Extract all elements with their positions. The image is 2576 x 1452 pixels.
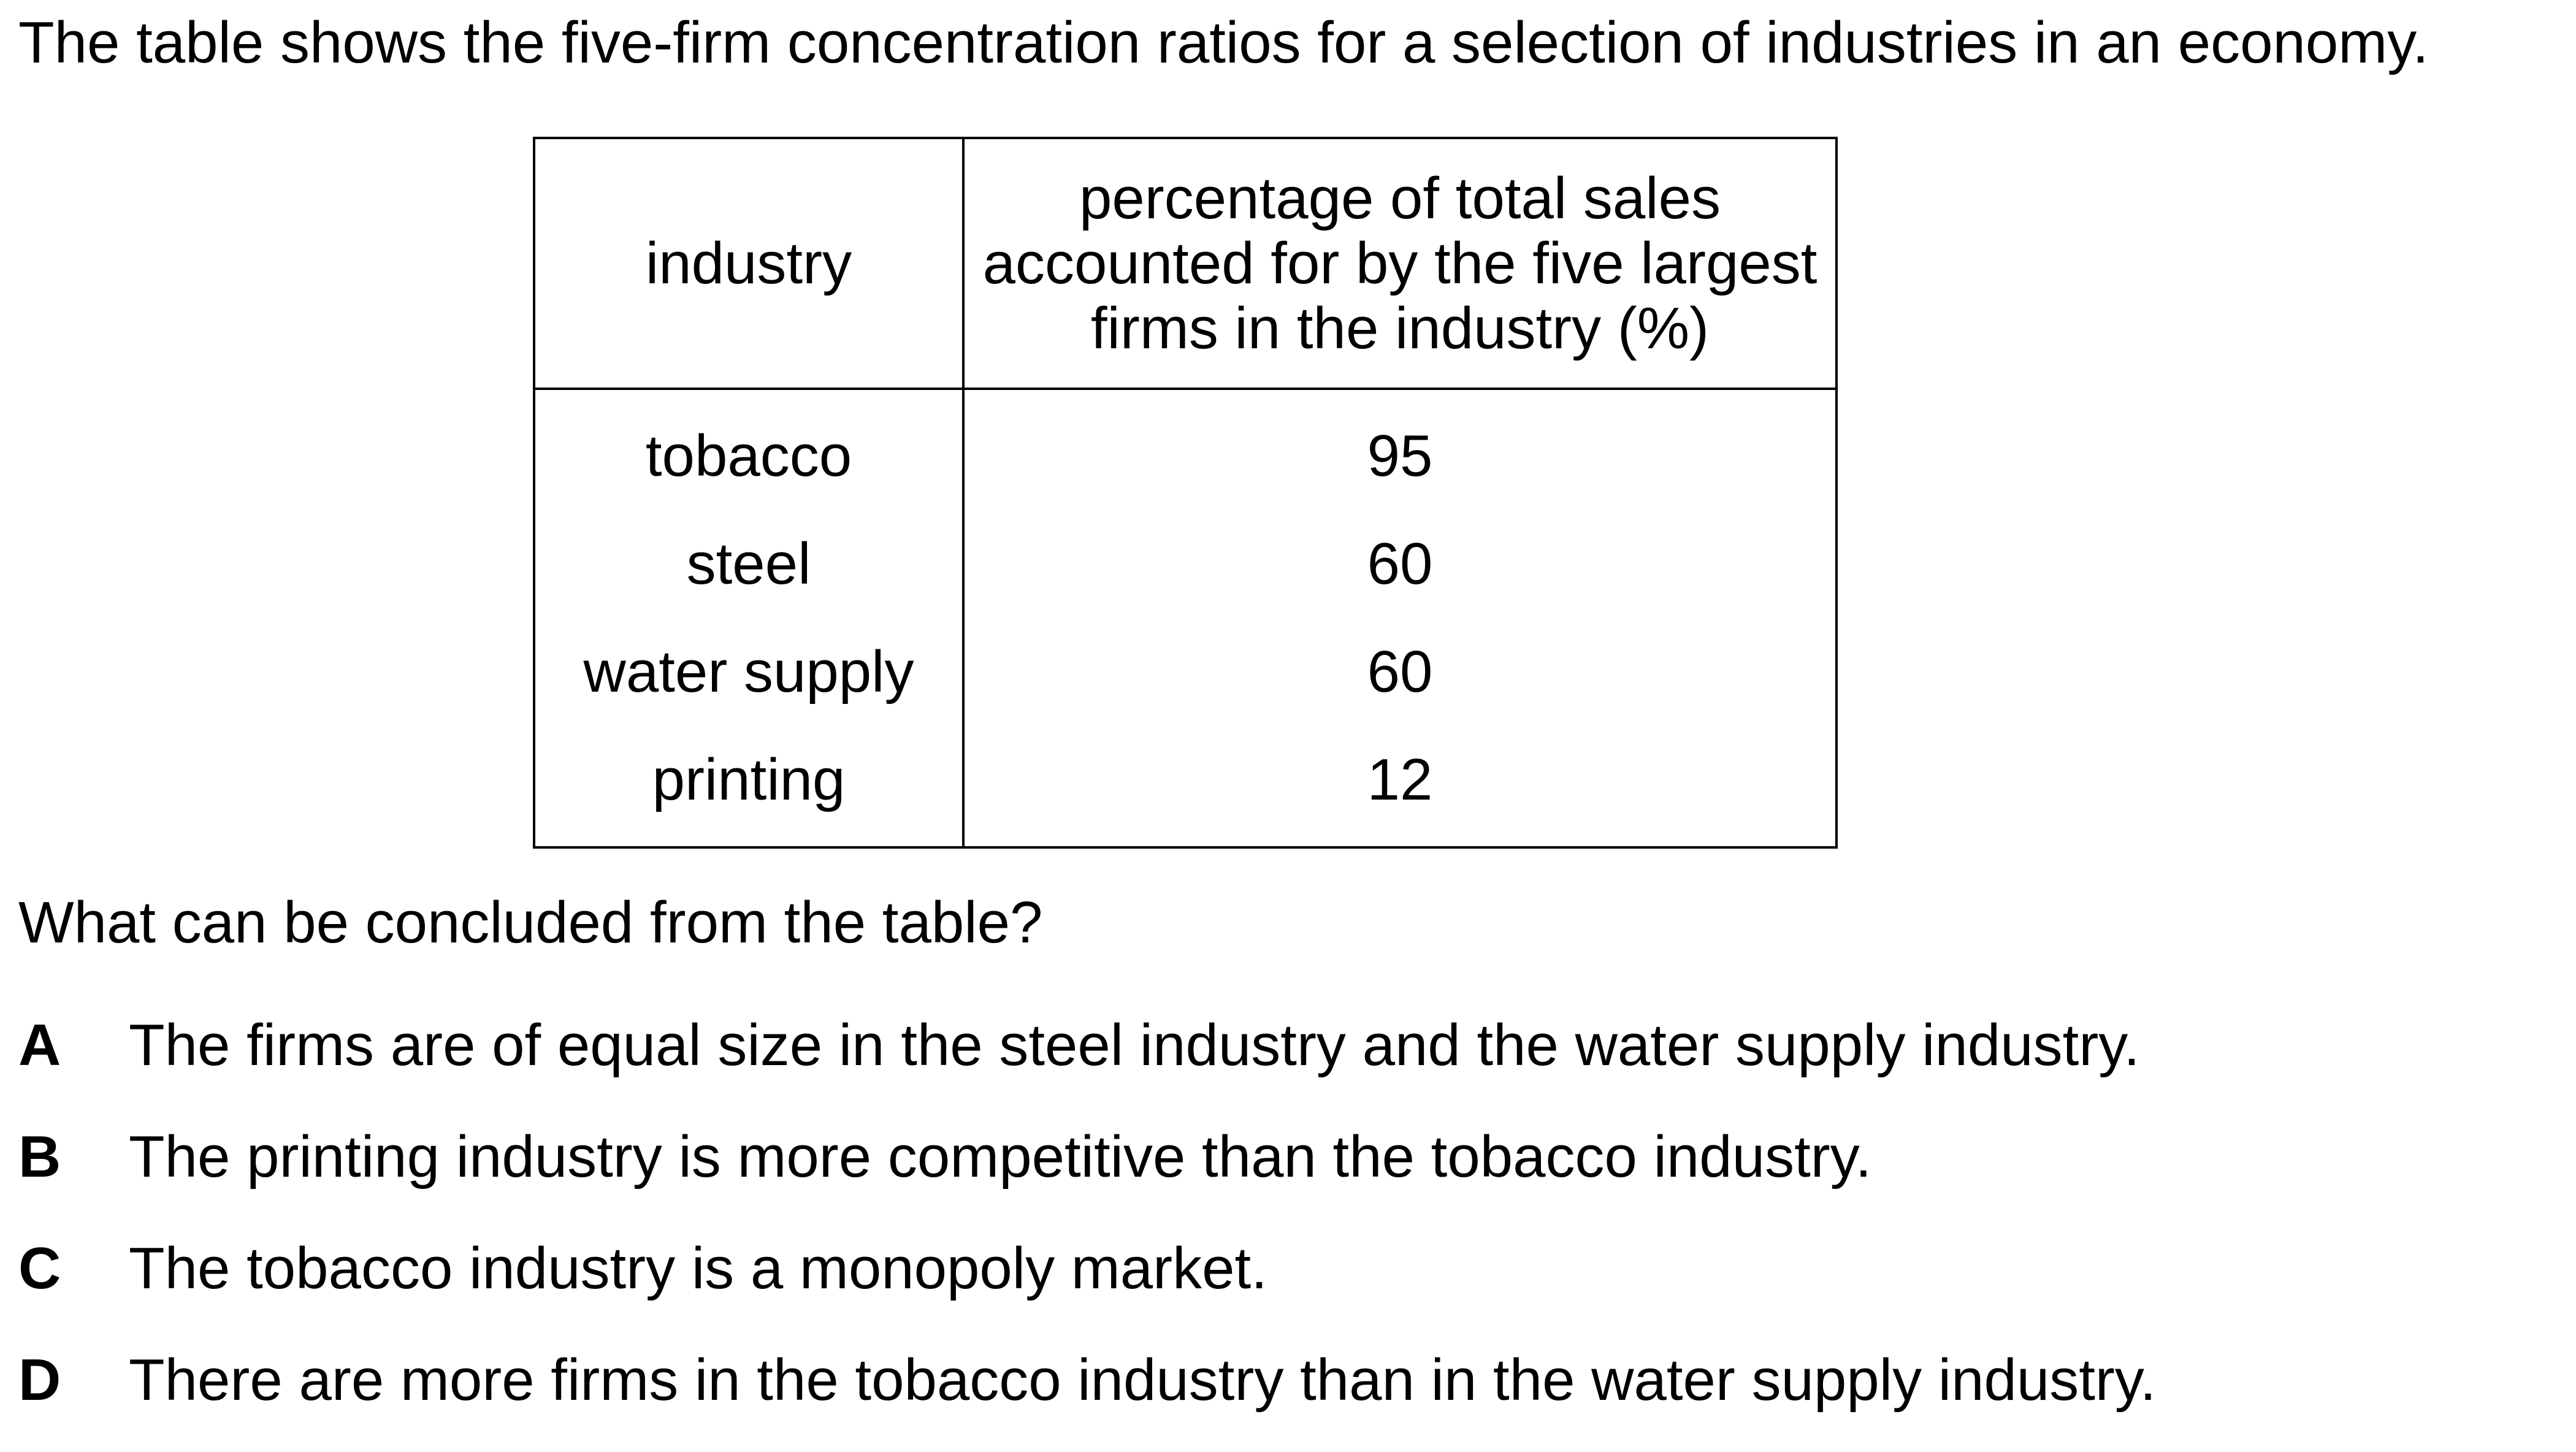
option-text: The firms are of equal size in the steel… (129, 1012, 2140, 1078)
header-line-2: accounted for by the five largest (982, 230, 1817, 296)
intro-text: The table shows the five-firm concentrat… (18, 10, 2429, 75)
table-row: steel 60 (533, 510, 1838, 618)
cell-percentage: 95 (962, 389, 1838, 510)
option-text: The printing industry is more competitiv… (129, 1124, 1872, 1190)
option-d[interactable]: D There are more firms in the tobacco in… (18, 1340, 2156, 1452)
cell-industry: steel (533, 510, 965, 618)
option-text: The tobacco industry is a monopoly marke… (129, 1236, 1267, 1301)
option-letter: D (18, 1347, 61, 1413)
cell-industry: printing (533, 726, 965, 849)
cell-percentage: 60 (962, 618, 1838, 726)
table-header-row: industry percentage of total sales accou… (533, 137, 1838, 390)
question-text: What can be concluded from the table? (18, 890, 1043, 955)
option-letter: A (18, 1012, 61, 1078)
option-b[interactable]: B The printing industry is more competit… (18, 1117, 2156, 1229)
table-row: tobacco 95 (533, 389, 1838, 510)
option-letter: C (18, 1236, 61, 1301)
header-percentage: percentage of total sales accounted for … (962, 137, 1838, 390)
option-text: There are more firms in the tobacco indu… (129, 1347, 2157, 1413)
cell-industry: water supply (533, 618, 965, 726)
cell-industry: tobacco (533, 389, 965, 510)
header-line-1: percentage of total sales (1079, 165, 1721, 231)
option-a[interactable]: A The firms are of equal size in the ste… (18, 1006, 2156, 1117)
option-c[interactable]: C The tobacco industry is a monopoly mar… (18, 1229, 2156, 1340)
table-row: water supply 60 (533, 618, 1838, 726)
option-letter: B (18, 1124, 61, 1190)
answer-options: A The firms are of equal size in the ste… (18, 1006, 2156, 1452)
table-row: printing 12 (533, 726, 1838, 849)
concentration-table: industry percentage of total sales accou… (533, 137, 1838, 849)
cell-percentage: 12 (962, 726, 1838, 849)
cell-percentage: 60 (962, 510, 1838, 618)
header-industry: industry (533, 137, 965, 390)
header-line-3: firms in the industry (%) (1090, 295, 1710, 361)
